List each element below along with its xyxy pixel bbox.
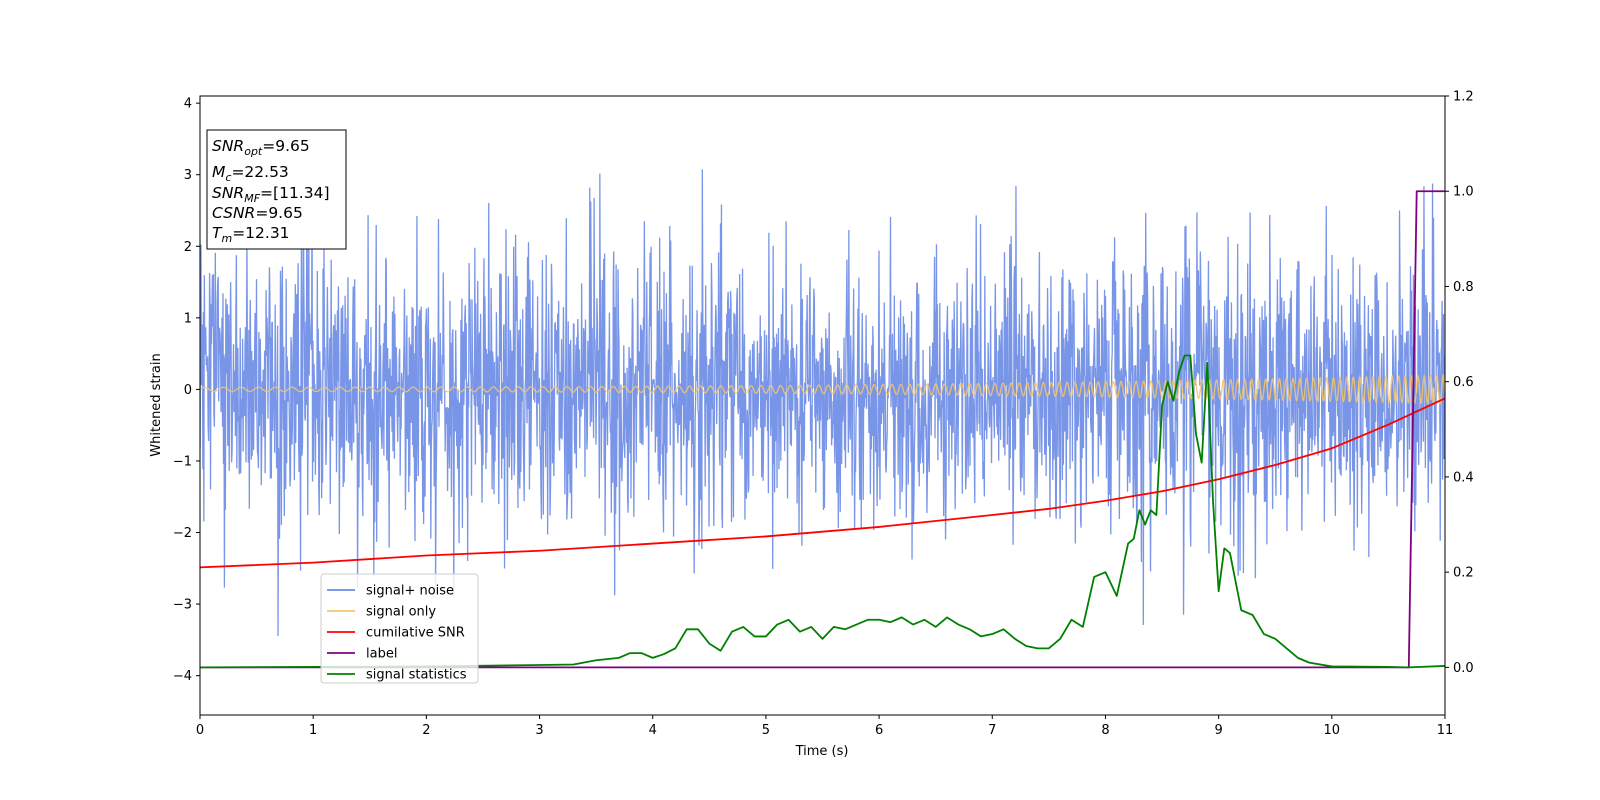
- x-tick-label: 9: [1214, 723, 1222, 738]
- y-right-tick-label: 1.2: [1453, 90, 1474, 105]
- series-label: [200, 190, 1445, 669]
- legend-label-cumilative-snr: cumilative SNR: [366, 626, 465, 641]
- legend-label-signal-noise: signal+ noise: [366, 584, 454, 599]
- x-tick-label: 1: [309, 723, 317, 738]
- info-csnr: CSNR=9.65: [212, 204, 303, 222]
- y-right-tick-label: 0.0: [1453, 661, 1474, 676]
- legend: signal+ noise signal only cumilative SNR la…: [320, 573, 479, 684]
- x-tick-label: 10: [1324, 723, 1341, 738]
- x-tick-label: 7: [988, 723, 996, 738]
- x-axis-label: Time (s): [795, 744, 849, 759]
- x-tick-label: 2: [422, 723, 430, 738]
- x-tick-label: 8: [1101, 723, 1109, 738]
- legend-label-label: label: [366, 647, 397, 662]
- x-tick-label: 0: [196, 723, 204, 738]
- y-right-tick-label: 0.8: [1453, 280, 1474, 295]
- y-left-tick-label: −1: [173, 454, 192, 469]
- y-axis-label: Whitened strain: [149, 353, 164, 456]
- x-tick-label: 4: [649, 723, 657, 738]
- series-signal-statistics: [200, 354, 1445, 669]
- info-tm: Tm=12.31: [212, 224, 290, 245]
- x-tick-label: 5: [762, 723, 770, 738]
- y-right-tick-label: 1.0: [1453, 185, 1474, 200]
- legend-label-signal-statistics: signal statistics: [366, 668, 467, 683]
- legend-frame: [320, 573, 479, 684]
- y-left-tick-label: 4: [184, 97, 192, 112]
- y-right-tick-label: 0.4: [1453, 470, 1474, 485]
- y-left-tick-label: −4: [173, 669, 192, 684]
- axes-layer: 0 1 2 3 4 5 6 7 8 9 10 1143210−1−2−3−41.21.00.80.60…: [173, 90, 1474, 739]
- y-left-tick-label: 3: [184, 168, 192, 183]
- y-right-tick-label: 0.6: [1453, 375, 1474, 390]
- series-signal-noise: [200, 169, 1445, 636]
- y-left-tick-label: −2: [173, 526, 192, 541]
- y-left-tick-label: 1: [184, 311, 192, 326]
- y-left-tick-label: 0: [184, 383, 192, 398]
- series-cumulative-snr: [200, 397, 1445, 569]
- plot-frame: [199, 95, 1446, 716]
- legend-label-signal-only: signal only: [366, 605, 436, 620]
- y-right-tick-label: 0.2: [1453, 566, 1474, 581]
- info-snr-mf: SNRMF=[11.34]: [212, 184, 330, 205]
- x-tick-label: 3: [535, 723, 543, 738]
- info-snr-opt: SNRopt=9.65: [212, 137, 310, 158]
- series-signal-only: [200, 373, 1445, 406]
- x-tick-label: 6: [875, 723, 883, 738]
- y-left-tick-label: −3: [173, 598, 192, 613]
- x-tick-label: 11: [1437, 723, 1454, 738]
- series-layer: [200, 169, 1445, 669]
- y-left-tick-label: 2: [184, 240, 192, 255]
- info-mc: Mc=22.53: [212, 163, 289, 184]
- info-box-frame: [206, 129, 347, 250]
- info-box: SNRopt=9.65 Mc=22.53 SNRMF=[11.34] CSNR=…: [206, 129, 347, 250]
